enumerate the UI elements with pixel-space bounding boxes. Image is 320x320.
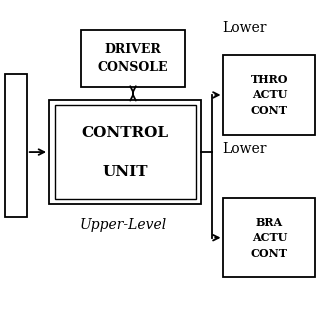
Bar bbox=[49, 100, 201, 204]
Text: Lower: Lower bbox=[222, 142, 266, 156]
Text: THRO
ACTU
CONT: THRO ACTU CONT bbox=[251, 74, 288, 116]
Bar bbox=[81, 30, 185, 87]
Text: CONTROL

UNIT: CONTROL UNIT bbox=[82, 125, 169, 179]
Text: BRA
ACTU
CONT: BRA ACTU CONT bbox=[251, 217, 288, 259]
Bar bbox=[55, 105, 196, 199]
Text: Upper-Level: Upper-Level bbox=[80, 218, 167, 232]
Bar bbox=[223, 55, 316, 135]
Bar bbox=[4, 74, 27, 217]
Text: Lower: Lower bbox=[222, 21, 266, 35]
Bar bbox=[223, 198, 316, 277]
Text: DRIVER
CONSOLE: DRIVER CONSOLE bbox=[98, 43, 168, 74]
